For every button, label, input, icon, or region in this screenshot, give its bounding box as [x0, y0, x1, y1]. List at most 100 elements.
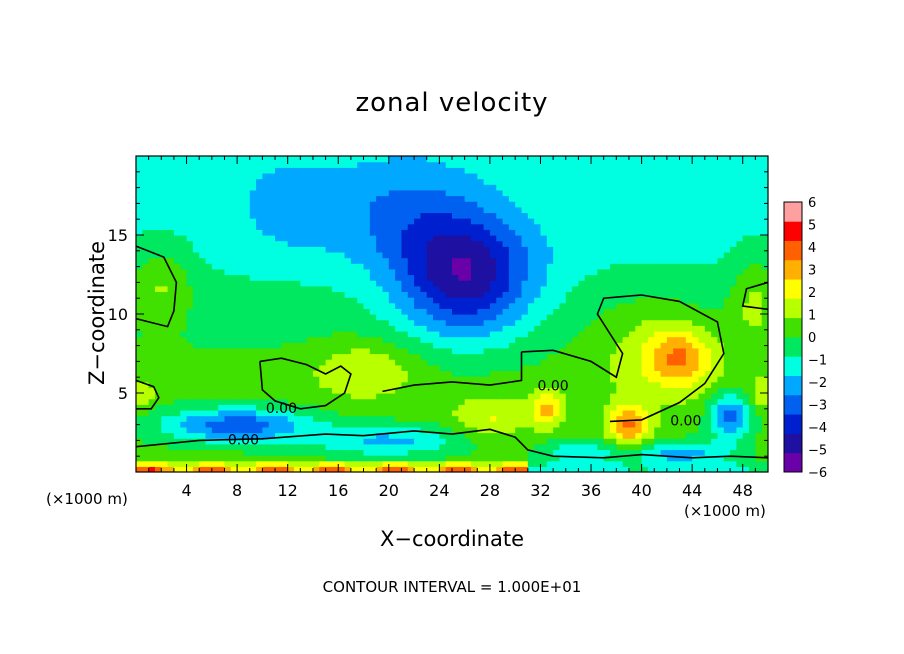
- heatmap-cell: [489, 240, 497, 247]
- heatmap-cell: [660, 291, 668, 298]
- heatmap-cell: [647, 409, 655, 417]
- heatmap-cell: [730, 393, 737, 400]
- heatmap-cell: [306, 302, 314, 309]
- heatmap-cell: [559, 415, 567, 422]
- heatmap-cell: [224, 404, 232, 411]
- heatmap-cell: [584, 263, 592, 270]
- heatmap-cell: [167, 330, 175, 338]
- heatmap-cell: [692, 206, 700, 214]
- heatmap-cell: [275, 364, 282, 372]
- heatmap-cell: [730, 280, 737, 287]
- heatmap-cell: [312, 195, 320, 202]
- heatmap-cell: [559, 325, 567, 332]
- heatmap-cell: [344, 421, 352, 428]
- heatmap-cell: [420, 291, 428, 298]
- heatmap-cell: [382, 393, 390, 400]
- heatmap-cell: [685, 438, 693, 445]
- heatmap-cell: [173, 421, 181, 428]
- heatmap-cell: [666, 415, 674, 422]
- heatmap-cell: [395, 398, 403, 405]
- heatmap-cell: [211, 189, 219, 197]
- heatmap-cell: [167, 426, 175, 434]
- heatmap-cell: [363, 409, 371, 417]
- heatmap-cell: [439, 223, 447, 230]
- heatmap-cell: [603, 381, 611, 388]
- heatmap-cell: [331, 274, 339, 281]
- heatmap-cell: [508, 206, 516, 214]
- heatmap-cell: [439, 466, 447, 472]
- heatmap-cell: [338, 235, 346, 242]
- heatmap-cell: [363, 449, 371, 456]
- heatmap-cell: [616, 308, 624, 315]
- heatmap-cell: [730, 240, 737, 247]
- heatmap-cell: [363, 359, 371, 366]
- heatmap-cell: [546, 330, 554, 338]
- heatmap-cell: [224, 426, 232, 434]
- heatmap-cell: [540, 201, 548, 208]
- heatmap-cell: [192, 257, 200, 264]
- heatmap-cell: [142, 432, 150, 439]
- heatmap-cell: [142, 302, 150, 309]
- heatmap-cell: [540, 381, 548, 388]
- heatmap-cell: [458, 387, 466, 394]
- heatmap-cell: [685, 195, 693, 202]
- heatmap-cell: [294, 438, 301, 445]
- heatmap-cell: [180, 251, 188, 259]
- heatmap-cell: [350, 257, 358, 264]
- heatmap-cell: [742, 229, 750, 236]
- heatmap-cell: [635, 359, 643, 366]
- heatmap-cell: [154, 359, 162, 366]
- heatmap-cell: [477, 342, 485, 349]
- heatmap-cell: [521, 223, 529, 230]
- heatmap-cell: [294, 381, 301, 388]
- heatmap-cell: [218, 218, 226, 225]
- heatmap-cell: [508, 274, 516, 281]
- heatmap-cell: [363, 212, 371, 219]
- heatmap-cell: [515, 212, 523, 219]
- heatmap-cell: [199, 189, 207, 197]
- heatmap-cell: [489, 438, 497, 445]
- heatmap-cell: [723, 421, 731, 428]
- heatmap-cell: [167, 336, 175, 343]
- heatmap-cell: [761, 404, 768, 411]
- heatmap-cell: [395, 201, 403, 208]
- heatmap-cell: [319, 308, 327, 315]
- heatmap-cell: [376, 201, 384, 208]
- heatmap-cell: [673, 359, 681, 366]
- heatmap-cell: [489, 342, 497, 349]
- heatmap-cell: [154, 240, 162, 247]
- heatmap-cell: [281, 314, 289, 321]
- heatmap-cell: [527, 274, 535, 281]
- heatmap-cell: [426, 398, 434, 405]
- heatmap-cell: [730, 409, 737, 417]
- heatmap-cell: [553, 449, 561, 456]
- heatmap-cell: [603, 218, 611, 225]
- heatmap-cell: [628, 291, 636, 298]
- heatmap-cell: [287, 353, 295, 360]
- heatmap-cell: [363, 460, 371, 467]
- heatmap-cell: [218, 381, 226, 388]
- heatmap-cell: [407, 285, 415, 293]
- heatmap-cell: [142, 466, 150, 472]
- heatmap-cell: [414, 404, 421, 411]
- heatmap-cell: [610, 263, 617, 270]
- heatmap-cell: [452, 246, 459, 253]
- heatmap-cell: [186, 342, 194, 349]
- heatmap-cell: [395, 314, 403, 321]
- heatmap-cell: [647, 359, 655, 366]
- heatmap-cell: [395, 246, 403, 253]
- heatmap-cell: [173, 359, 181, 366]
- heatmap-cell: [666, 455, 674, 462]
- heatmap-cell: [281, 274, 289, 281]
- heatmap-cell: [237, 302, 245, 309]
- heatmap-cell: [388, 342, 396, 349]
- heatmap-cell: [344, 189, 352, 197]
- heatmap-cell: [136, 257, 143, 264]
- heatmap-cell: [281, 336, 289, 343]
- heatmap-cell: [186, 319, 194, 326]
- heatmap-cell: [584, 466, 592, 472]
- heatmap-cell: [262, 297, 270, 304]
- heatmap-cell: [357, 409, 365, 417]
- heatmap-cell: [527, 235, 535, 242]
- heatmap-cell: [749, 466, 756, 472]
